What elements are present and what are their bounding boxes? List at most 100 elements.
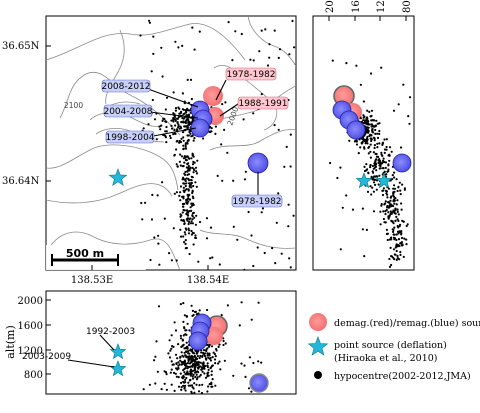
hypocentre-dot <box>207 385 210 388</box>
hypocentre-dot <box>289 133 292 136</box>
hypocentre-dot <box>202 353 206 356</box>
hypocentre-dot <box>197 350 200 353</box>
hypocentre-dot <box>186 322 189 325</box>
hypocentre-dot <box>183 172 186 175</box>
hypocentre-dot <box>190 186 193 189</box>
hypocentre-dot <box>390 205 393 208</box>
hypocentre-dot <box>250 318 253 321</box>
hypocentre-dot <box>165 130 168 133</box>
hypocentre-dot <box>394 197 397 200</box>
hypocentre-dot <box>185 350 188 353</box>
hypocentre-dot <box>382 187 385 190</box>
hypocentre-dot <box>186 362 190 365</box>
hypocentre-dot <box>154 355 157 358</box>
hypocentre-dot <box>193 168 196 171</box>
hypocentre-dot <box>264 28 267 31</box>
hypocentre-dot <box>184 354 187 357</box>
hypocentre-dot <box>395 215 398 218</box>
hypocentre-dot <box>362 114 365 117</box>
hypocentre-dot <box>185 356 188 359</box>
hypocentre-dot <box>182 182 185 185</box>
ns-point-source-star-2 <box>375 172 393 189</box>
hypocentre-dot <box>184 384 187 387</box>
hypocentre-dot <box>391 174 394 177</box>
ns-tick-1600: 1600 <box>351 0 362 13</box>
hypocentre-dot <box>385 145 388 149</box>
hypocentre-dot <box>194 360 197 363</box>
hypocentre-dot <box>187 120 190 123</box>
hypocentre-dot <box>206 390 209 393</box>
hypocentre-dot <box>182 186 185 189</box>
hypocentre-dot <box>372 181 376 184</box>
hypocentre-dot <box>226 304 229 307</box>
hypocentre-dot <box>201 355 204 358</box>
hypocentre-dot <box>207 352 210 355</box>
hypocentre-dot <box>180 214 183 217</box>
hypocentre-dot <box>153 359 156 362</box>
hypocentre-dot <box>158 125 161 128</box>
hypocentre-dot <box>184 233 187 236</box>
hypocentre-dot <box>182 320 185 323</box>
hypocentre-dot <box>376 132 379 135</box>
hypocentre-dot <box>168 339 171 342</box>
hypocentre-dot <box>210 373 213 376</box>
hypocentre-dot <box>191 166 194 169</box>
hypocentre-dot <box>164 130 167 133</box>
hypocentre-dot <box>165 125 168 129</box>
hypocentre-dot <box>186 211 189 214</box>
hypocentre-dot <box>273 29 276 32</box>
hypocentre-dot <box>194 166 198 169</box>
hypocentre-dot <box>155 340 158 343</box>
hypocentre-dot <box>186 142 189 145</box>
hypocentre-dot <box>243 178 247 181</box>
hypocentre-dot <box>289 266 292 269</box>
hypocentre-dot <box>396 208 399 211</box>
hypocentre-dot <box>405 243 408 246</box>
hypocentre-dot <box>364 140 367 143</box>
hypocentre-dot <box>336 176 339 180</box>
hypocentre-dot <box>183 314 186 317</box>
hypocentre-dot <box>271 247 274 250</box>
hypocentre-dot <box>394 219 397 222</box>
hypocentre-dot <box>190 304 193 307</box>
hypocentre-dot <box>370 139 373 143</box>
hypocentre-dot <box>182 197 185 200</box>
hypocentre-dot <box>184 189 187 192</box>
hypocentre-dot <box>252 59 255 62</box>
hypocentre-dot <box>187 114 190 117</box>
hypocentre-dot <box>208 357 211 360</box>
hypocentre-dot <box>192 197 195 200</box>
hypocentre-dot <box>365 228 368 231</box>
hypocentre-dot <box>164 120 167 123</box>
hypocentre-dot <box>184 378 187 381</box>
hypocentre-dot <box>384 210 387 213</box>
hypocentre-dot <box>189 222 193 225</box>
hypocentre-dot <box>232 225 235 228</box>
hypocentre-dot <box>393 202 396 205</box>
hypocentre-dot <box>208 130 211 134</box>
hypocentre-dot <box>182 205 185 208</box>
hypocentre-dot <box>170 334 173 337</box>
hypocentre-dot <box>185 111 188 114</box>
hypocentre-dot <box>161 75 164 78</box>
hypocentre-dot <box>400 208 403 211</box>
hypocentre-dot <box>182 157 185 160</box>
hypocentre-dot <box>195 172 199 175</box>
hypocentre-dot <box>275 221 278 224</box>
hypocentre-dot <box>179 356 182 359</box>
hypocentre-dot <box>370 109 374 112</box>
lat-tick-36-65: 36.65N <box>2 41 40 52</box>
hypocentre-dot <box>273 124 276 127</box>
hypocentre-dot <box>182 164 185 168</box>
ew-remag-source-4 <box>249 373 269 393</box>
hypocentre-dot <box>181 211 184 214</box>
hypocentre-dot <box>387 170 390 173</box>
hypocentre-dot <box>372 177 375 180</box>
hypocentre-dot <box>184 381 187 384</box>
hypocentre-dot <box>186 78 189 81</box>
hypocentre-dot <box>178 160 181 163</box>
hypocentre-dot <box>154 382 157 385</box>
hypocentre-dot <box>360 141 363 145</box>
hypocentre-dot <box>214 132 217 135</box>
hypocentre-dot <box>152 52 155 56</box>
